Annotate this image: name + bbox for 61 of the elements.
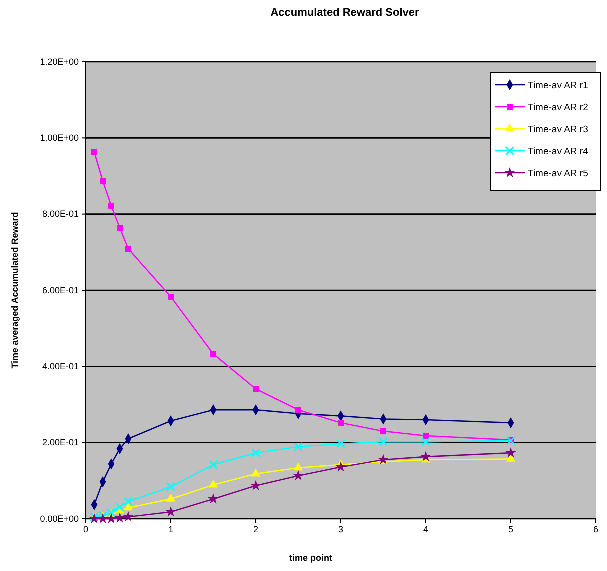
legend-label: Time-av AR r2: [528, 102, 588, 114]
point: [294, 442, 304, 452]
point: [210, 351, 216, 358]
point: [506, 447, 516, 458]
point: [100, 178, 106, 184]
point: [251, 468, 261, 477]
point: [336, 439, 346, 449]
point: [208, 480, 218, 488]
point: [115, 502, 125, 512]
x-tick-label: 4: [423, 524, 429, 534]
point: [253, 386, 259, 392]
point: [106, 513, 117, 524]
x-tick-label: 5: [508, 524, 514, 534]
point: [126, 246, 132, 252]
legend-label: Time-av AR r1: [528, 80, 588, 92]
point: [124, 502, 134, 511]
point: [420, 451, 432, 462]
x-tick-label: 2: [253, 524, 259, 534]
point: [423, 432, 429, 439]
y-tick-label: 0.00E+00: [40, 514, 79, 524]
point: [296, 407, 302, 414]
x-tick-label: 3: [338, 524, 344, 534]
y-tick-label: 1.00E+00: [40, 133, 79, 144]
point: [250, 480, 262, 490]
point: [92, 149, 98, 156]
point: [380, 428, 386, 434]
point: [294, 462, 304, 471]
legend-label: Time-av AR r4: [528, 146, 588, 158]
legend-label: Time-av AR r5: [528, 168, 588, 180]
point: [378, 437, 388, 447]
y-tick-label: 6.00E-01: [42, 285, 79, 296]
chart-title: Accumulated Reward Solver: [270, 7, 420, 19]
point: [123, 511, 134, 522]
y-tick-label: 2.00E-01: [42, 438, 79, 448]
point: [166, 494, 176, 502]
point: [208, 494, 219, 504]
point: [338, 420, 344, 426]
x-tick-label: 1: [168, 524, 174, 534]
y-tick-label: 8.00E-01: [42, 209, 79, 220]
point: [117, 225, 123, 232]
point: [114, 512, 126, 523]
point: [336, 462, 346, 472]
point: [251, 448, 261, 458]
point: [166, 482, 176, 492]
x-axis-title: time point: [290, 553, 332, 563]
point: [421, 437, 431, 447]
x-tick-label: 6: [593, 524, 599, 534]
point: [293, 470, 304, 481]
point: [168, 294, 174, 300]
point: [378, 454, 389, 465]
x-tick-label: 0: [83, 524, 89, 534]
point: [108, 202, 114, 209]
point: [208, 460, 218, 470]
point: [166, 506, 176, 517]
y-axis-title: Time averaged Accumulated Reward: [10, 212, 20, 369]
point: [506, 436, 516, 446]
point: [506, 454, 516, 462]
legend-label: Time-av AR r3: [528, 124, 588, 136]
point: [124, 497, 134, 506]
y-tick-label: 4.00E-01: [42, 362, 79, 372]
y-tick-label: 1.20E+00: [40, 56, 79, 67]
